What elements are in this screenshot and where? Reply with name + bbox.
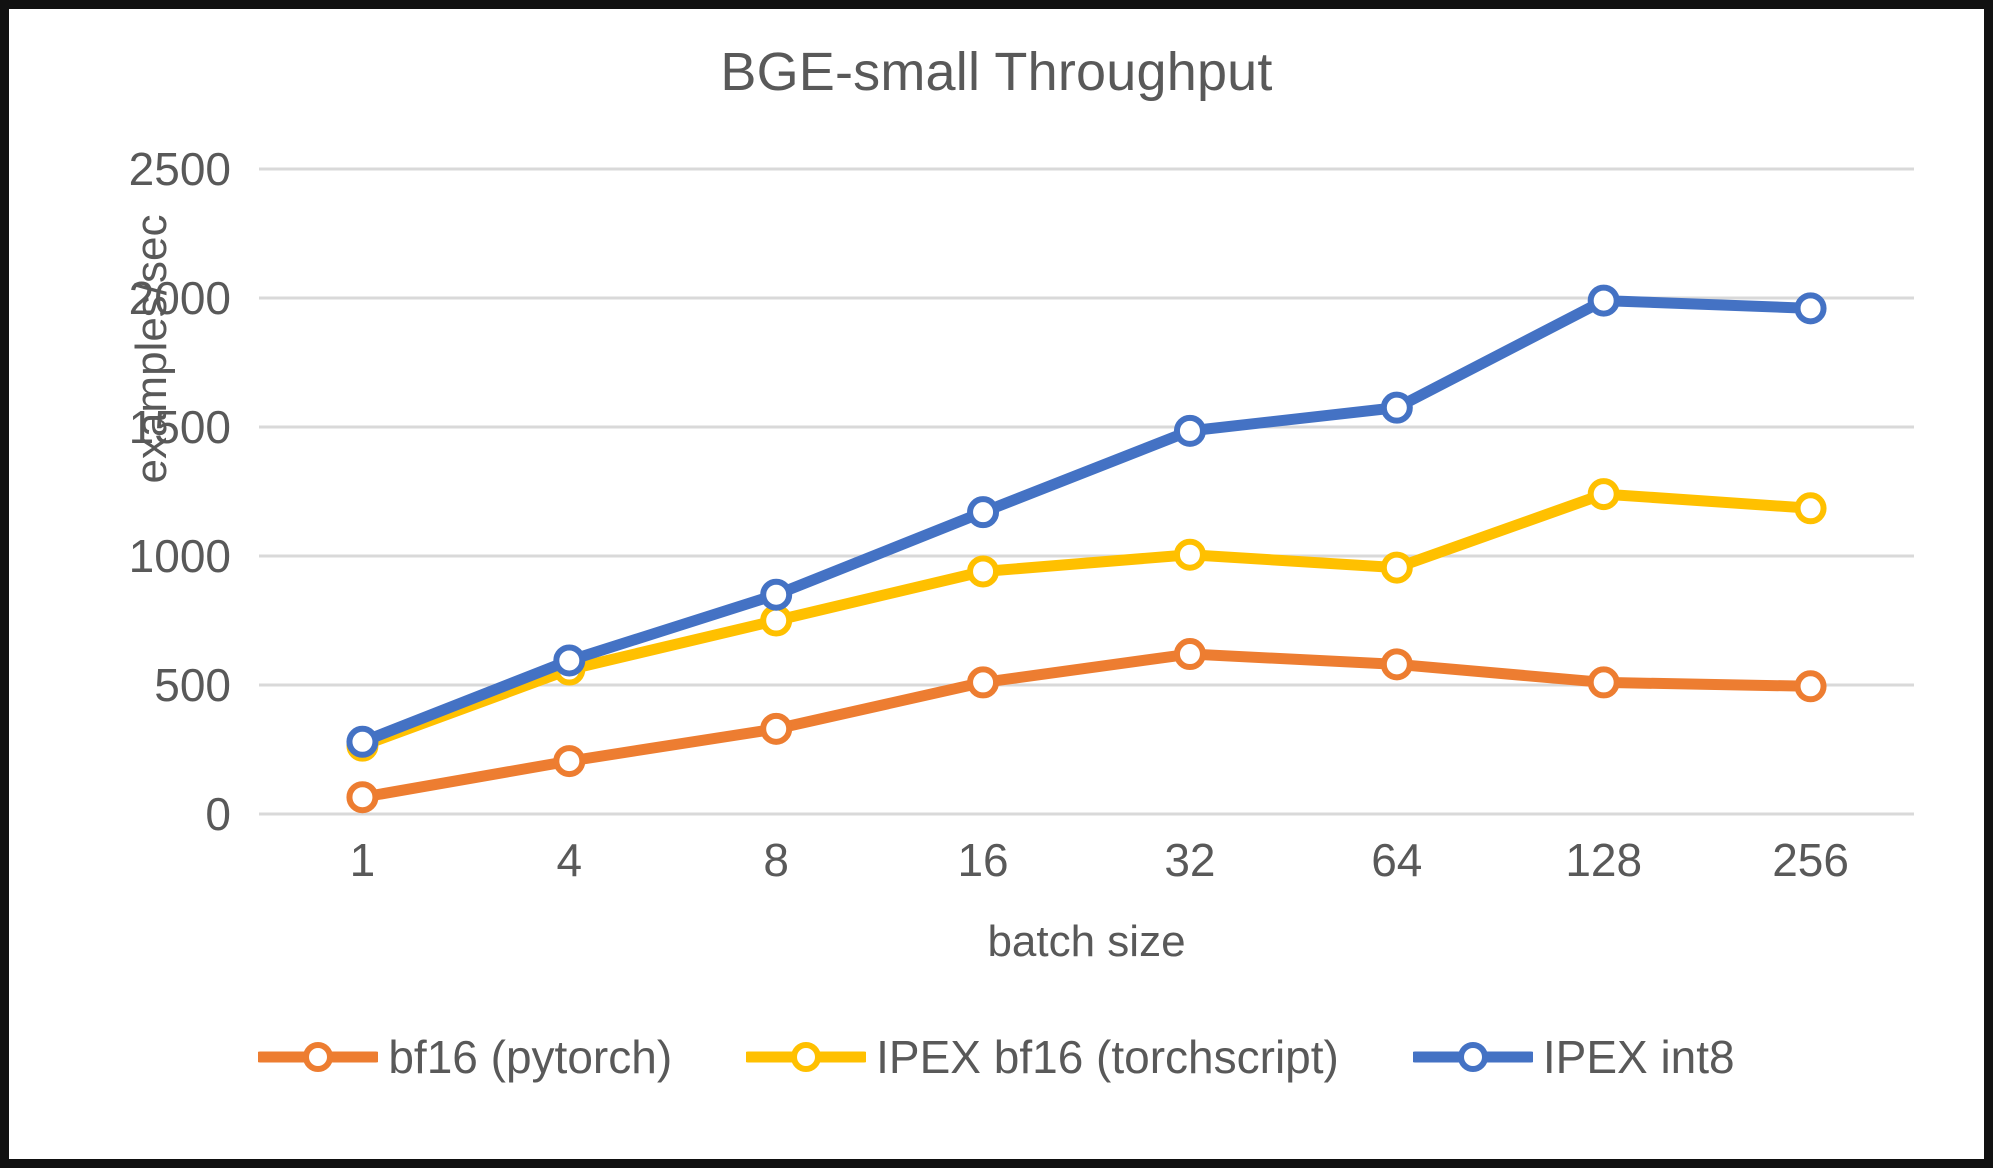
legend-item[interactable]: IPEX int8 <box>1412 1031 1735 1083</box>
y-tick-label: 1500 <box>128 401 231 453</box>
data-point-marker <box>1384 555 1410 581</box>
series-line <box>362 494 1810 746</box>
legend-swatch-icon <box>746 1042 867 1072</box>
x-axis-title: batch size <box>987 917 1186 966</box>
legend-item[interactable]: bf16 (pytorch) <box>258 1034 672 1080</box>
chart-legend: bf16 (pytorch) IPEX bf16 (torchscript) IPE… <box>9 1034 1984 1080</box>
data-point-marker <box>970 558 996 584</box>
data-point-marker <box>1798 673 1824 699</box>
x-tick-label: 64 <box>1371 834 1423 886</box>
legend-swatch-icon <box>258 1042 379 1072</box>
data-point-marker <box>763 608 789 634</box>
y-tick-label: 1000 <box>128 530 231 582</box>
data-point-marker <box>349 784 375 810</box>
legend-item[interactable]: IPEX bf16 (torchscript) <box>746 1034 1339 1080</box>
data-point-marker <box>556 748 582 774</box>
data-point-marker <box>1798 495 1824 521</box>
data-point-marker <box>970 669 996 695</box>
data-point-marker <box>763 716 789 742</box>
y-tick-label: 2500 <box>128 143 231 195</box>
series-1 <box>349 481 1823 759</box>
series-2 <box>349 288 1823 755</box>
plot-area <box>259 169 1914 814</box>
data-point-marker <box>1384 395 1410 421</box>
data-point-marker <box>1384 651 1410 677</box>
y-tick-label: 2000 <box>128 272 231 324</box>
x-tick-label: 256 <box>1772 834 1849 886</box>
chart-card: BGE-small Throughput examples/sec 0 500 10… <box>9 9 1984 1159</box>
data-point-marker <box>1177 641 1203 667</box>
data-point-marker <box>556 647 582 673</box>
y-axis-tick-labels: 0 500 1000 1500 2000 2500 <box>9 146 259 837</box>
x-tick-label: 1 <box>349 834 376 886</box>
data-point-marker <box>349 729 375 755</box>
y-tick-label: 0 <box>205 788 231 840</box>
series-layer <box>349 288 1823 811</box>
legend-item-label: IPEX bf16 (torchscript) <box>876 1031 1339 1083</box>
data-point-marker <box>1177 542 1203 568</box>
data-point-marker <box>1798 295 1824 321</box>
x-tick-label: 32 <box>1164 834 1216 886</box>
x-tick-label: 128 <box>1565 834 1643 886</box>
x-tick-label: 8 <box>763 834 789 886</box>
data-point-marker <box>763 582 789 608</box>
y-tick-label: 500 <box>154 659 231 711</box>
data-point-marker <box>1591 669 1617 695</box>
series-line <box>362 301 1810 742</box>
series-line <box>362 654 1810 797</box>
plot-svg <box>259 169 1914 814</box>
x-tick-label: 4 <box>556 834 583 886</box>
chart-title: BGE-small Throughput <box>720 42 1273 102</box>
data-point-marker <box>1591 288 1617 314</box>
legend-swatch-icon <box>1412 1042 1533 1072</box>
data-point-marker <box>970 499 996 525</box>
x-tick-label: 16 <box>957 834 1009 886</box>
x-axis-tick-labels: 1 4 8 16 32 64 128 256 <box>259 837 1914 897</box>
data-point-marker <box>1177 418 1203 444</box>
legend-item-label: bf16 (pytorch) <box>388 1031 673 1083</box>
gridlines <box>259 169 1914 814</box>
legend-item-label: IPEX int8 <box>1542 1031 1735 1083</box>
series-0 <box>349 641 1823 810</box>
data-point-marker <box>1591 481 1617 507</box>
